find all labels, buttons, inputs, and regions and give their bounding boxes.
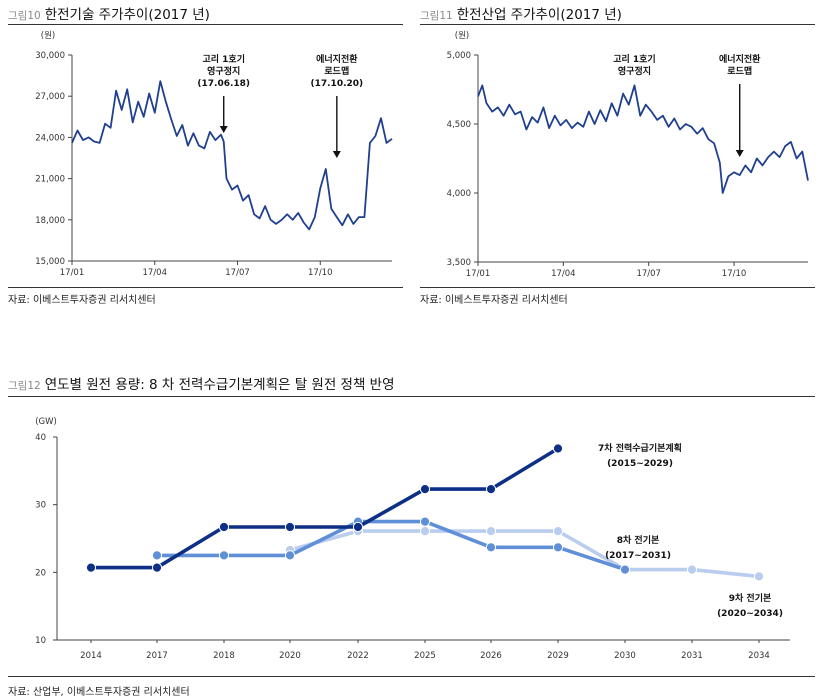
plan9-label-name: 9차 전기본	[729, 592, 772, 604]
plan7-label-period: (2015~2029)	[607, 459, 673, 469]
plan7-point	[85, 562, 97, 573]
enc-annotation-1-line: (17.10.20)	[311, 79, 364, 89]
enc-y-tick-label: 30,000	[35, 51, 65, 61]
cap-x-tick-label: 2034	[748, 651, 770, 661]
cap-x-tick-label: 2026	[480, 651, 502, 661]
plan7-point	[419, 484, 431, 495]
plan8-point	[619, 564, 631, 575]
enc-annotation-0-line: 영구정지	[207, 65, 240, 77]
cap-x-tick-label: 2029	[547, 651, 569, 661]
cap-x-tick-label: 2025	[414, 651, 436, 661]
plan8-point	[419, 516, 431, 527]
plan7-point	[485, 484, 497, 495]
bottom-chart-title: 그림12 연도별 원전 용량: 8 차 전력수급기본계획은 탈 원전 정책 반영	[8, 373, 395, 393]
kps-annotation-1-arrow-head	[735, 150, 744, 157]
plan8-label-name: 8차 전기본	[617, 534, 660, 546]
bottom-title-text: 연도별 원전 용량: 8 차 전력수급기본계획은 탈 원전 정책 반영	[44, 377, 395, 393]
enc-x-tick-label: 17/04	[143, 268, 168, 278]
enc-price-line	[71, 80, 393, 231]
kps-x-tick-label: 17/07	[636, 269, 661, 279]
enc-annotation-1-line: 로드맵	[324, 65, 349, 77]
plan7-point	[552, 443, 564, 454]
plan8-point	[552, 542, 564, 553]
cap-unit-label: (GW)	[35, 417, 57, 427]
kps-y-tick-label: 4,500	[447, 120, 471, 130]
right-top-rule	[420, 24, 815, 25]
kps-annotation-1-line: 로드맵	[727, 65, 752, 77]
cap-y-tick-label: 40	[35, 433, 46, 443]
cap-y-tick-label: 10	[35, 636, 46, 646]
enc-unit-label: (원)	[41, 31, 55, 41]
left-chart-title: 그림10 한전기술 주가추이(2017 년)	[8, 3, 210, 23]
plan7-line	[91, 446, 559, 570]
enc-annotation-1-line: 에너지전환	[316, 53, 358, 65]
cap-x-tick-label: 2014	[80, 651, 102, 661]
cap-x-tick-label: 2017	[146, 651, 168, 661]
enc-y-tick-label: 27,000	[35, 92, 65, 102]
plan8-point	[284, 550, 296, 561]
kps-annotation-1-line: 에너지전환	[719, 53, 761, 65]
kps-unit-label: (원)	[455, 31, 469, 41]
bottom-top-rule	[8, 396, 815, 397]
left-bottom-rule	[8, 287, 403, 288]
enc-annotation-0-arrow-head	[219, 126, 228, 133]
cap-y-tick-label: 30	[35, 501, 46, 511]
plan8-point	[485, 542, 497, 553]
right-bottom-rule	[420, 287, 815, 288]
kps-x-tick-label: 17/04	[551, 269, 576, 279]
enc-y-tick-label: 15,000	[35, 257, 65, 267]
plan7-label-name: 7차 전력수급기본계획	[598, 442, 682, 454]
kps-y-tick-label: 4,000	[447, 189, 471, 199]
enc-annotation-0-line: 고리 1호기	[202, 53, 245, 65]
cap-x-tick-label: 2030	[614, 651, 636, 661]
left-title-text: 한전기술 주가추이(2017 년)	[44, 7, 210, 23]
plan7-point	[151, 562, 163, 573]
plan7-point	[352, 521, 364, 533]
cap-x-tick-label: 2022	[347, 651, 369, 661]
kps-x-tick-label: 17/01	[466, 269, 491, 279]
enc-y-tick-label: 21,000	[35, 175, 65, 185]
plan7-point	[218, 521, 230, 533]
enc-x-tick-label: 17/10	[308, 268, 333, 278]
cap-x-tick-label: 2031	[681, 651, 703, 661]
kps-annotation-0-line: 영구정지	[618, 65, 651, 77]
kps-x-tick-label: 17/10	[722, 269, 747, 279]
kps-price-line	[477, 84, 809, 194]
right-source: 자료: 이베스트투자증권 리서치센터	[420, 295, 568, 306]
enc-y-tick-label: 24,000	[35, 133, 65, 143]
kps-y-tick-label: 3,500	[447, 258, 471, 268]
plan8-line	[157, 519, 626, 572]
cap-y-tick-label: 20	[35, 568, 46, 578]
kps-y-tick-label: 5,000	[447, 51, 471, 61]
left-top-rule	[8, 24, 403, 25]
enc-x-tick-label: 17/01	[60, 268, 85, 278]
cap-x-tick-label: 2020	[279, 651, 301, 661]
plan9-point	[485, 526, 497, 537]
cap-x-tick-label: 2018	[213, 651, 235, 661]
kps-annotation-0-line: 고리 1호기	[613, 53, 656, 65]
right-chart-title: 그림11 한전산업 주가추이(2017 년)	[420, 3, 622, 23]
right-figure-label: 그림11	[420, 10, 453, 22]
plan9-point	[753, 571, 765, 582]
bottom-source: 자료: 산업부, 이베스트투자증권 리서치센터	[8, 687, 190, 698]
enc-annotation-0-line: (17.06.18)	[197, 79, 250, 89]
plan9-line	[289, 529, 760, 579]
plan9-point	[419, 526, 431, 537]
plan7-point	[284, 521, 296, 533]
left-source: 자료: 이베스트투자증권 리서치센터	[8, 295, 156, 306]
enc-annotation-1-arrow-head	[332, 151, 341, 158]
bottom-figure-label: 그림12	[8, 380, 41, 392]
left-figure-label: 그림10	[8, 10, 41, 22]
enc-x-tick-label: 17/07	[225, 268, 250, 278]
plan9-label-period: (2020~2034)	[717, 609, 783, 619]
plan9-point	[686, 564, 698, 575]
enc-y-tick-label: 18,000	[35, 216, 65, 226]
plan8-point	[151, 550, 163, 561]
right-title-text: 한전산업 주가추이(2017 년)	[456, 7, 622, 23]
plan8-point	[218, 550, 230, 561]
plan9-point	[552, 526, 564, 537]
bottom-bottom-rule	[8, 676, 815, 677]
plan8-label-period: (2017~2031)	[605, 551, 671, 561]
